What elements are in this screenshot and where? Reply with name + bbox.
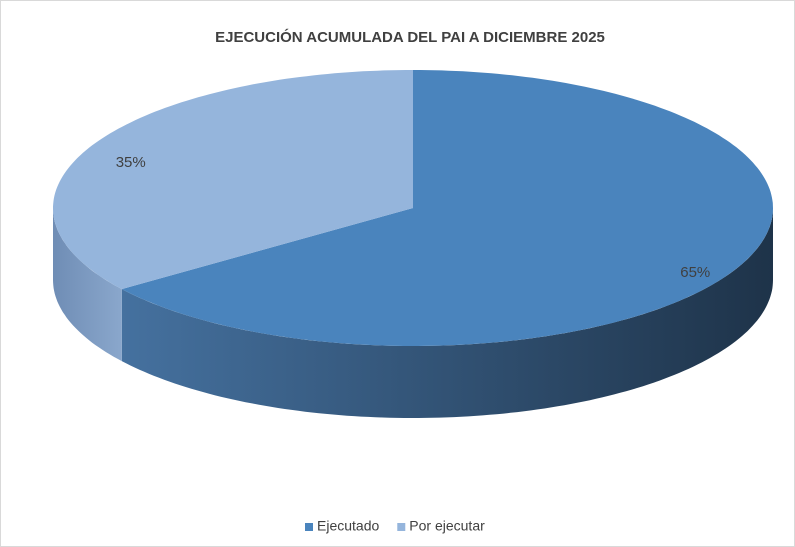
pie-side xyxy=(53,208,122,362)
pie-slice xyxy=(53,70,413,290)
pie-side xyxy=(121,208,774,418)
legend-swatch xyxy=(397,523,406,531)
data-label: 65% xyxy=(680,264,710,281)
legend-label: Por ejecutar xyxy=(409,518,485,534)
legend-label: Ejecutado xyxy=(317,518,379,534)
data-label: 35% xyxy=(116,154,146,171)
chart-title: EJECUCIÓN ACUMULADA DEL PAI A DICIEMBRE … xyxy=(215,28,605,46)
pie-slice xyxy=(121,70,774,346)
legend-swatch xyxy=(305,523,313,531)
